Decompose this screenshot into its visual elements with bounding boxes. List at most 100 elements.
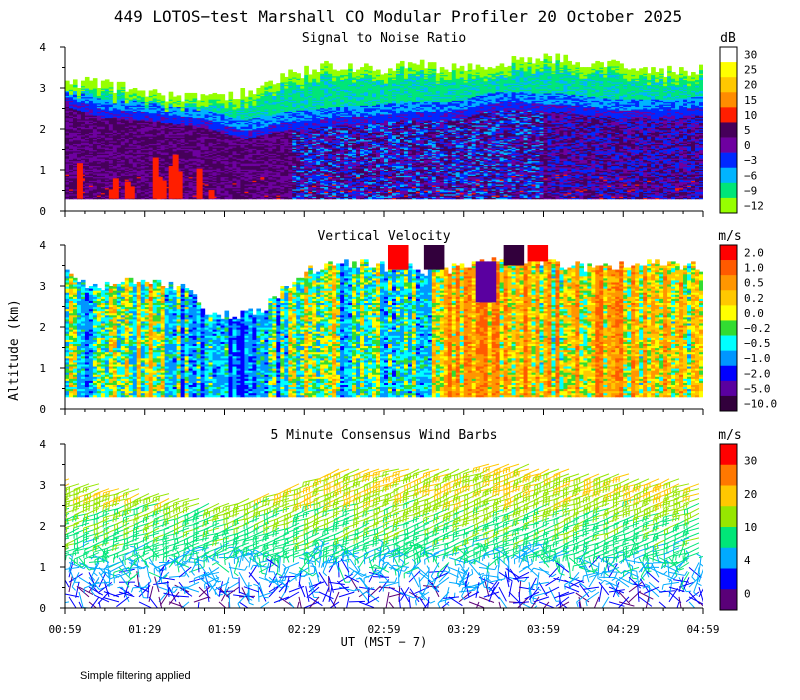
snr-cell [68, 170, 74, 173]
snr-cell [65, 190, 70, 192]
snr-cell [68, 100, 74, 103]
snr-cell [76, 108, 82, 111]
snr-cell [65, 86, 70, 89]
snr-cell [76, 147, 82, 149]
snr-cell [68, 90, 74, 93]
snr-cell [76, 140, 82, 143]
snr-cell [96, 131, 102, 133]
snr-cell [96, 180, 102, 183]
snr-cell [88, 106, 94, 109]
snr-cell [96, 102, 102, 105]
snr-cell [104, 174, 110, 176]
snr-cell [100, 165, 106, 168]
snr-cell [252, 94, 257, 96]
snr-cell [92, 118, 98, 121]
snr-cell [84, 96, 90, 99]
snr-cell [100, 171, 106, 174]
snr-cell [65, 139, 70, 142]
snr-cell [96, 171, 102, 174]
snr-cell [92, 133, 98, 136]
snr-cell [92, 165, 98, 168]
snr-cell [104, 149, 110, 152]
snr-cell [84, 83, 90, 85]
snr-cell [96, 132, 102, 135]
snr-cell [92, 107, 98, 110]
snr-cell [72, 79, 78, 82]
snr-cell [96, 186, 102, 189]
snr-cell [104, 139, 110, 142]
snr-cell [76, 156, 82, 159]
snr-cell [88, 113, 94, 116]
snr-cell [92, 186, 98, 189]
snr-cell [76, 112, 82, 115]
snr-cell [100, 166, 106, 169]
snr-cell [65, 81, 70, 84]
snr-cell [72, 129, 78, 132]
snr-cell [112, 92, 118, 95]
snr-cell [65, 137, 70, 140]
snr-cell [104, 113, 110, 116]
snr-cell [80, 94, 86, 96]
snr-cell [68, 142, 74, 144]
snr-cell [96, 151, 102, 154]
snr-cell [80, 171, 86, 174]
snr-cell [80, 166, 86, 169]
snr-cell [92, 134, 98, 137]
snr-cell [96, 145, 102, 148]
snr-cell [72, 85, 78, 88]
snr-cell [104, 128, 110, 131]
snr-cell [84, 127, 90, 130]
snr-cell [96, 92, 102, 95]
snr-cell [96, 121, 102, 124]
snr-cell [80, 170, 86, 173]
snr-cell [84, 138, 90, 141]
snr-cell [72, 165, 78, 168]
snr-cell [80, 105, 86, 108]
snr-cell [100, 106, 106, 109]
snr-cell [104, 163, 110, 165]
snr-cell [72, 134, 78, 137]
snr-cell [84, 95, 90, 98]
snr-cell [76, 132, 82, 135]
snr-cell [92, 78, 98, 80]
snr-cell [72, 133, 78, 136]
snr-cell [80, 131, 86, 133]
snr-cell [65, 126, 70, 128]
snr-cell [104, 154, 110, 157]
snr-cell [84, 166, 90, 169]
snr-cell [72, 132, 78, 135]
snr-unit: dB [720, 31, 736, 46]
snr-cell [68, 191, 74, 194]
snr-cell [68, 124, 74, 127]
snr-cell [65, 144, 70, 147]
snr-cell [104, 80, 110, 83]
snr-cell [104, 118, 110, 121]
snr-cell [80, 90, 86, 93]
snr-cell [65, 191, 70, 194]
snr-cell [72, 185, 78, 187]
snr-cell [80, 196, 86, 199]
snr-cell [108, 186, 114, 189]
snr-cell [68, 153, 74, 156]
snr-cell [96, 122, 102, 125]
snr-cell [100, 91, 106, 94]
snr-cell [100, 101, 106, 104]
snr-cell [65, 99, 70, 101]
snr-cell [92, 101, 98, 104]
snr-cell [88, 121, 94, 124]
snr-cell [76, 110, 82, 112]
snr-cell [65, 150, 70, 153]
snr-cell [84, 151, 90, 154]
snr-cell [100, 99, 106, 101]
snr-cell [88, 164, 94, 167]
snr-cell [84, 116, 90, 119]
snr-cell [104, 196, 110, 199]
snr-cell [104, 195, 110, 197]
snr-cell [76, 134, 82, 137]
snr-cell [80, 84, 86, 87]
snr-cell [80, 86, 86, 89]
snr-cell [65, 135, 70, 138]
snr-cell [100, 111, 106, 114]
snr-cell [84, 158, 90, 160]
snr-cell [76, 148, 82, 151]
